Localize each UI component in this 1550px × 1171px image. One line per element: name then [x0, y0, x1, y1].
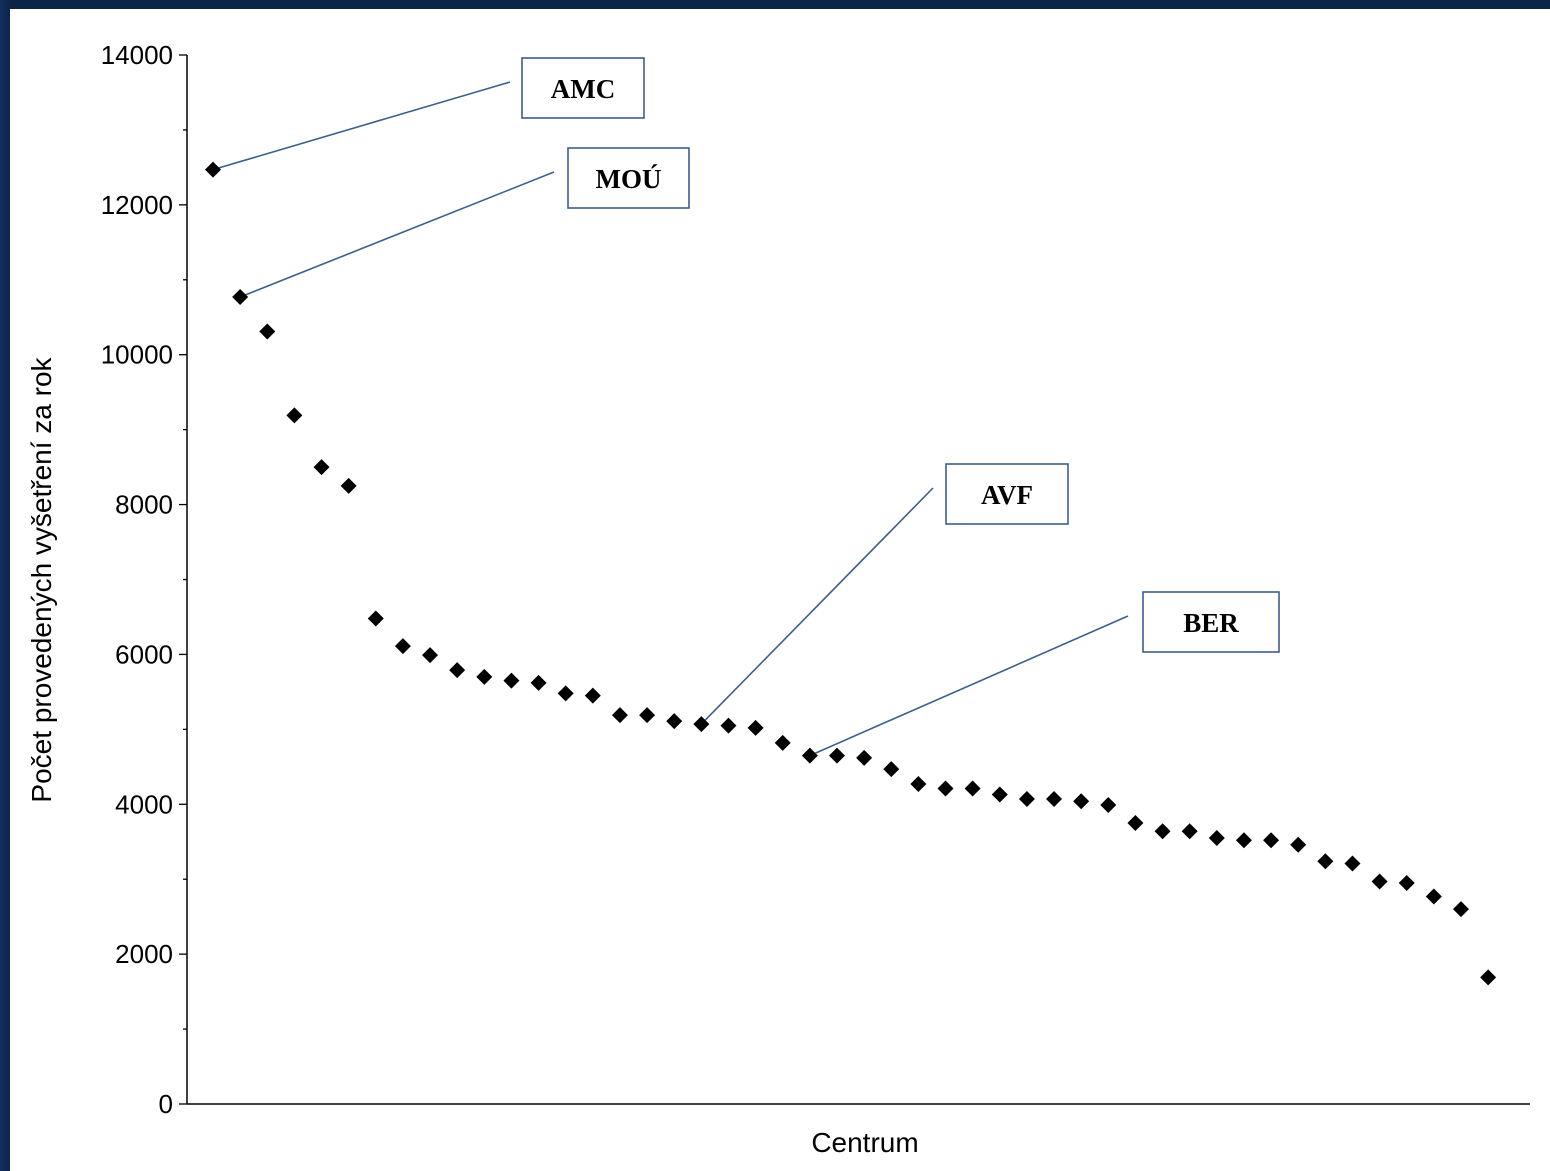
data-point: [422, 647, 439, 664]
y-tick-label: 4000: [115, 789, 173, 819]
x-axis-title: Centrum: [811, 1127, 918, 1158]
callout-line-moú: [239, 171, 555, 298]
data-point: [259, 323, 276, 340]
callout-box: [1142, 591, 1280, 653]
data-point: [720, 717, 737, 734]
chart-panel: [10, 9, 1550, 1171]
callout-line-avf: [700, 487, 934, 725]
y-tick-label: 0: [159, 1089, 173, 1119]
data-point: [1154, 823, 1171, 840]
data-point: [232, 289, 249, 306]
data-point: [1208, 830, 1225, 847]
data-points: [205, 161, 1497, 986]
data-point: [1425, 888, 1442, 905]
y-tick-label: 14000: [101, 40, 173, 70]
y-tick-label: 2000: [115, 939, 173, 969]
y-tick-label: 10000: [101, 340, 173, 370]
callout-box: [567, 147, 690, 209]
callout-label: AVF: [981, 480, 1033, 510]
data-point: [1127, 815, 1144, 832]
data-point: [774, 734, 791, 751]
callouts: AMC MOÚ AVF BER: [521, 57, 1280, 653]
data-point: [1100, 797, 1117, 814]
data-point: [1263, 832, 1280, 849]
data-point: [340, 477, 357, 494]
data-point: [1018, 791, 1035, 808]
data-point: [503, 672, 520, 689]
y-tick-label: 12000: [101, 190, 173, 220]
chart-axes: [186, 55, 1530, 1105]
data-point: [828, 747, 845, 764]
callout-lines: [212, 81, 1129, 757]
data-point: [1344, 855, 1361, 872]
callout-label: AMC: [551, 74, 615, 104]
data-point: [991, 786, 1008, 803]
data-point: [530, 674, 547, 691]
data-point: [1480, 969, 1497, 986]
data-point: [883, 761, 900, 778]
data-point: [1181, 823, 1198, 840]
data-point: [557, 685, 574, 702]
callout-box: [945, 463, 1069, 525]
callout-label: MOÚ: [596, 164, 662, 194]
data-point: [1452, 901, 1469, 918]
data-point: [1235, 832, 1252, 849]
data-point: [1317, 853, 1334, 870]
data-point: [1073, 793, 1090, 810]
callout-line-ber: [809, 615, 1129, 757]
data-point: [1398, 874, 1415, 891]
data-point: [476, 668, 493, 685]
callout-line-amc: [212, 81, 511, 171]
data-point: [449, 662, 466, 679]
data-point: [693, 716, 710, 733]
data-point: [666, 713, 683, 730]
y-axis-ticks: 0 2000 4000 6000 8000 10000 12000 14000: [101, 40, 187, 1119]
data-point: [313, 459, 330, 476]
data-point: [910, 776, 927, 793]
data-point: [584, 687, 601, 704]
data-point: [639, 707, 656, 724]
data-point: [611, 707, 628, 724]
data-point: [747, 719, 764, 736]
callout-box: [521, 57, 645, 119]
y-tick-label: 8000: [115, 490, 173, 520]
y-tick-label: 6000: [115, 639, 173, 669]
data-point: [286, 407, 303, 424]
callout-label: BER: [1183, 608, 1239, 638]
data-point: [367, 610, 384, 627]
data-point: [205, 161, 221, 178]
data-point: [1371, 873, 1388, 890]
y-axis-title: Počet provedených vyšetření za rok: [26, 356, 57, 802]
data-point: [1046, 791, 1063, 808]
data-point: [964, 780, 981, 797]
data-point: [1290, 836, 1307, 853]
data-point: [937, 780, 954, 797]
data-point: [801, 747, 818, 764]
data-point: [394, 638, 411, 655]
data-point: [856, 749, 873, 766]
